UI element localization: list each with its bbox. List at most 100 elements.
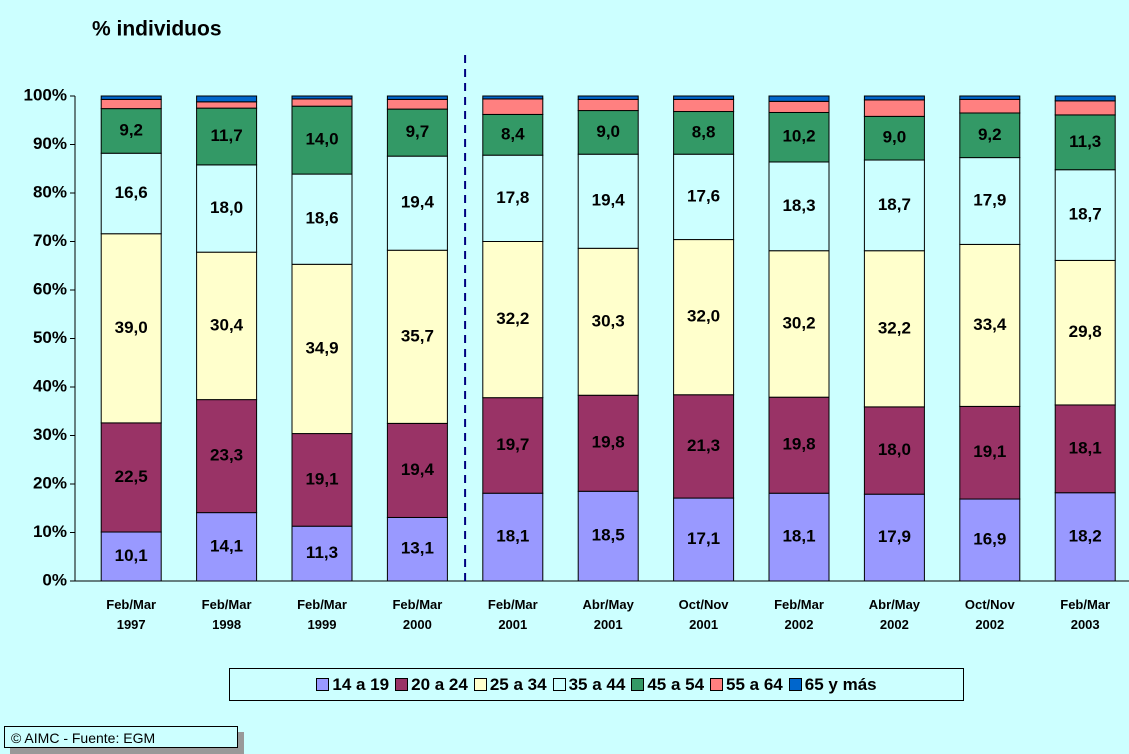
data-label: 30,3 <box>592 311 625 330</box>
bar-segment <box>386 249 448 424</box>
data-label: 9,2 <box>978 125 1002 144</box>
data-label: 18,1 <box>496 527 529 546</box>
bar-segment <box>291 433 353 527</box>
data-label: 18,1 <box>1069 438 1102 457</box>
bar-segment <box>863 406 925 495</box>
legend-item: 20 a 24 <box>395 675 468 695</box>
data-label: 21,3 <box>687 436 720 455</box>
bar-segment <box>1054 492 1116 582</box>
y-tick-label: 30% <box>33 425 67 444</box>
data-label: 11,7 <box>211 126 243 145</box>
bar-segment <box>100 233 162 424</box>
bar-segment <box>768 95 830 102</box>
data-label: 19,4 <box>401 193 435 212</box>
data-label: 16,6 <box>115 183 148 202</box>
bar-segment <box>673 497 735 582</box>
data-label: 19,7 <box>496 435 529 454</box>
bar-segment <box>768 250 830 398</box>
bar-segment <box>196 512 258 582</box>
data-label: 29,8 <box>1069 322 1102 341</box>
bar-segment <box>959 98 1021 114</box>
data-label: 32,2 <box>878 318 911 337</box>
x-tick-label: Feb/Mar 1999 <box>297 597 347 632</box>
bar-segment <box>1054 404 1116 494</box>
y-tick-label: 40% <box>33 376 67 395</box>
data-label: 18,6 <box>305 209 338 228</box>
data-label: 18,7 <box>878 195 911 214</box>
y-tick-label: 90% <box>33 134 67 153</box>
bar-segment <box>386 516 448 582</box>
bar-segment <box>673 98 735 113</box>
data-label: 17,9 <box>973 190 1006 209</box>
data-label: 17,8 <box>496 188 529 207</box>
legend-swatch <box>631 678 645 691</box>
legend: 14 a 19 20 a 24 25 a 34 35 a 44 45 a 54 55 a … <box>229 668 964 701</box>
bar-segment <box>1054 169 1116 261</box>
bar-segment <box>959 498 1021 582</box>
bar-segment <box>291 263 353 435</box>
bar-segment <box>196 107 258 166</box>
data-label: 17,9 <box>878 527 911 546</box>
data-label: 19,1 <box>305 469 338 488</box>
legend-swatch <box>473 678 487 691</box>
data-label: 11,3 <box>1069 132 1101 151</box>
legend-swatch <box>316 678 330 691</box>
bar-segment <box>482 95 544 100</box>
y-tick-label: 100% <box>24 85 67 104</box>
x-tick-label: Feb/Mar 2001 <box>487 597 538 632</box>
data-label: 8,8 <box>692 122 716 141</box>
data-label: 18,5 <box>592 526 625 545</box>
legend-item: 35 a 44 <box>552 675 625 695</box>
bar-segment <box>577 95 639 100</box>
data-label: 18,3 <box>782 196 815 215</box>
x-tick-label: Feb/Mar 1997 <box>106 597 157 632</box>
bar-segment <box>1054 114 1116 171</box>
bar-segment <box>196 95 258 103</box>
bar-segment <box>386 98 448 110</box>
bar-segment <box>673 394 735 499</box>
bar-segment <box>291 98 353 107</box>
data-label: 30,4 <box>210 315 244 334</box>
bar-segment <box>673 111 735 155</box>
data-label: 39,0 <box>115 318 148 337</box>
data-label: 19,1 <box>973 442 1006 461</box>
data-label: 18,0 <box>210 198 243 217</box>
y-tick-label: 60% <box>33 279 67 298</box>
data-label: 33,4 <box>973 315 1007 334</box>
data-label: 32,0 <box>687 307 720 326</box>
legend-item: 55 a 64 <box>710 675 783 695</box>
bar-segment <box>577 98 639 112</box>
bar-segment <box>959 157 1021 245</box>
data-label: 23,3 <box>210 446 243 465</box>
footer: © AIMC - Fuente: EGM <box>4 726 238 748</box>
bar-segment <box>1054 95 1116 102</box>
chart-title: % individuos <box>92 18 222 41</box>
bar-segment <box>959 112 1021 159</box>
x-tick-label: Feb/Mar 2003 <box>1060 597 1111 632</box>
data-label: 10,2 <box>782 127 815 146</box>
bar-segment <box>482 98 544 115</box>
bar-segment <box>577 394 639 492</box>
bar-segment <box>577 153 639 249</box>
data-label: 9,2 <box>119 120 143 139</box>
data-label: 18,1 <box>782 527 815 546</box>
legend-label: 45 a 54 <box>647 674 705 694</box>
bar-segment <box>673 153 735 241</box>
data-label: 22,5 <box>115 467 148 486</box>
bar-segment <box>196 101 258 109</box>
legend-item: 65 y más <box>788 675 877 695</box>
legend-label: 20 a 24 <box>411 674 468 694</box>
x-tick-label: Feb/Mar 2002 <box>774 597 824 632</box>
bar-segment <box>482 397 544 494</box>
data-label: 18,2 <box>1069 526 1102 545</box>
y-tick-label: 20% <box>33 473 67 492</box>
bar-segment <box>863 250 925 408</box>
data-label: 9,7 <box>406 122 430 141</box>
x-tick-label: Abr/May 2001 <box>582 597 634 632</box>
data-label: 8,4 <box>501 124 525 143</box>
bar-segment <box>386 95 448 100</box>
bar-segment <box>291 173 353 265</box>
legend-item: 25 a 34 <box>473 675 547 695</box>
